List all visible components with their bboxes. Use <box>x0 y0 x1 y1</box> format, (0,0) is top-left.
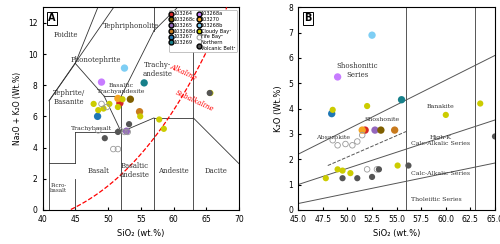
Text: Banakite: Banakite <box>427 103 455 109</box>
Point <box>94 128 102 132</box>
Point <box>126 97 134 101</box>
Point <box>136 110 143 114</box>
Point <box>328 108 336 112</box>
Point <box>116 101 124 105</box>
Point <box>363 104 371 108</box>
Text: Phonotephrite: Phonotephrite <box>71 56 122 64</box>
Text: Trachybasalt: Trachybasalt <box>71 126 112 131</box>
Point <box>155 118 163 122</box>
Text: Absarokite: Absarokite <box>316 135 350 140</box>
Text: Shoshonite: Shoshonite <box>364 117 400 122</box>
Text: Subalkaline: Subalkaline <box>174 88 215 113</box>
Point <box>394 163 402 167</box>
Text: High-K
Calc-Alkalic Series: High-K Calc-Alkalic Series <box>412 135 470 146</box>
Point <box>122 129 130 133</box>
Point <box>334 143 342 147</box>
Point <box>120 130 128 134</box>
Text: Foidite: Foidite <box>53 31 78 39</box>
Point <box>322 176 330 180</box>
Point <box>114 96 122 100</box>
Point <box>346 171 354 175</box>
Point <box>206 91 214 95</box>
Point <box>377 128 385 132</box>
Point <box>106 102 114 106</box>
Point <box>476 102 484 105</box>
Point <box>328 138 336 142</box>
Text: Calc-Alkalic Series: Calc-Alkalic Series <box>412 171 470 176</box>
Point <box>160 127 168 131</box>
Text: Basaltic
andesite: Basaltic andesite <box>120 162 150 180</box>
Point <box>354 176 362 180</box>
Point <box>114 105 122 109</box>
Point <box>371 128 379 132</box>
Text: Picro-
basalt: Picro- basalt <box>50 183 68 193</box>
Point <box>94 108 102 112</box>
Text: Dacite: Dacite <box>205 167 228 175</box>
Point <box>100 107 108 111</box>
Y-axis label: K₂O (Wt.%): K₂O (Wt.%) <box>274 85 283 132</box>
Text: B: B <box>304 13 312 23</box>
Point <box>398 98 406 102</box>
Point <box>334 75 342 79</box>
Point <box>342 142 349 146</box>
Y-axis label: Na₂O + K₂O (Wt.%): Na₂O + K₂O (Wt.%) <box>14 72 22 145</box>
Point <box>98 80 106 84</box>
Text: Basaltic
Trachyandesite: Basaltic Trachyandesite <box>97 83 146 94</box>
Text: Trachy-
andesite: Trachy- andesite <box>142 61 172 78</box>
Text: A: A <box>48 13 56 23</box>
Point <box>404 163 412 167</box>
Point <box>103 105 111 109</box>
Text: Tephrite/
Basanite: Tephrite/ Basanite <box>52 89 85 106</box>
Point <box>206 91 214 95</box>
Point <box>354 140 362 143</box>
Point <box>358 133 366 137</box>
Point <box>116 128 124 132</box>
Point <box>368 33 376 37</box>
Point <box>358 128 366 132</box>
Text: Andesite: Andesite <box>158 167 189 175</box>
Text: Tholeiitic Series: Tholeiitic Series <box>410 197 462 202</box>
Text: Basalt: Basalt <box>88 167 109 175</box>
Point <box>124 130 132 134</box>
Point <box>94 114 102 118</box>
Text: Tephriphonolite: Tephriphonolite <box>103 22 159 30</box>
Point <box>110 147 118 151</box>
X-axis label: SiO₂ (wt.%): SiO₂ (wt.%) <box>117 229 164 238</box>
Legend: 103264, 103268c, 103265, 103268d, 103267, 103269, 103268a, 103270, 103268b, Clou: 103264, 103268c, 103265, 103268d, 103267… <box>169 10 236 52</box>
Point <box>120 66 128 70</box>
Point <box>390 128 398 132</box>
Point <box>348 143 356 147</box>
Point <box>338 169 346 173</box>
Point <box>114 130 122 134</box>
Point <box>125 122 133 126</box>
Point <box>114 147 122 151</box>
Point <box>101 136 109 140</box>
Point <box>373 167 381 171</box>
Point <box>90 102 98 106</box>
Point <box>363 167 371 171</box>
Point <box>368 175 376 179</box>
Point <box>328 112 336 116</box>
Point <box>98 102 106 106</box>
Text: Alkaline: Alkaline <box>169 63 198 82</box>
Point <box>375 167 383 171</box>
Point <box>136 114 144 118</box>
X-axis label: SiO₂ (wt.%): SiO₂ (wt.%) <box>373 229 420 238</box>
Point <box>338 176 346 180</box>
Point <box>491 134 499 138</box>
Point <box>442 113 450 117</box>
Point <box>118 97 126 101</box>
Point <box>361 128 369 132</box>
Point <box>140 81 148 85</box>
Point <box>334 167 342 171</box>
Text: Shoshonitic
Series: Shoshonitic Series <box>336 62 378 79</box>
